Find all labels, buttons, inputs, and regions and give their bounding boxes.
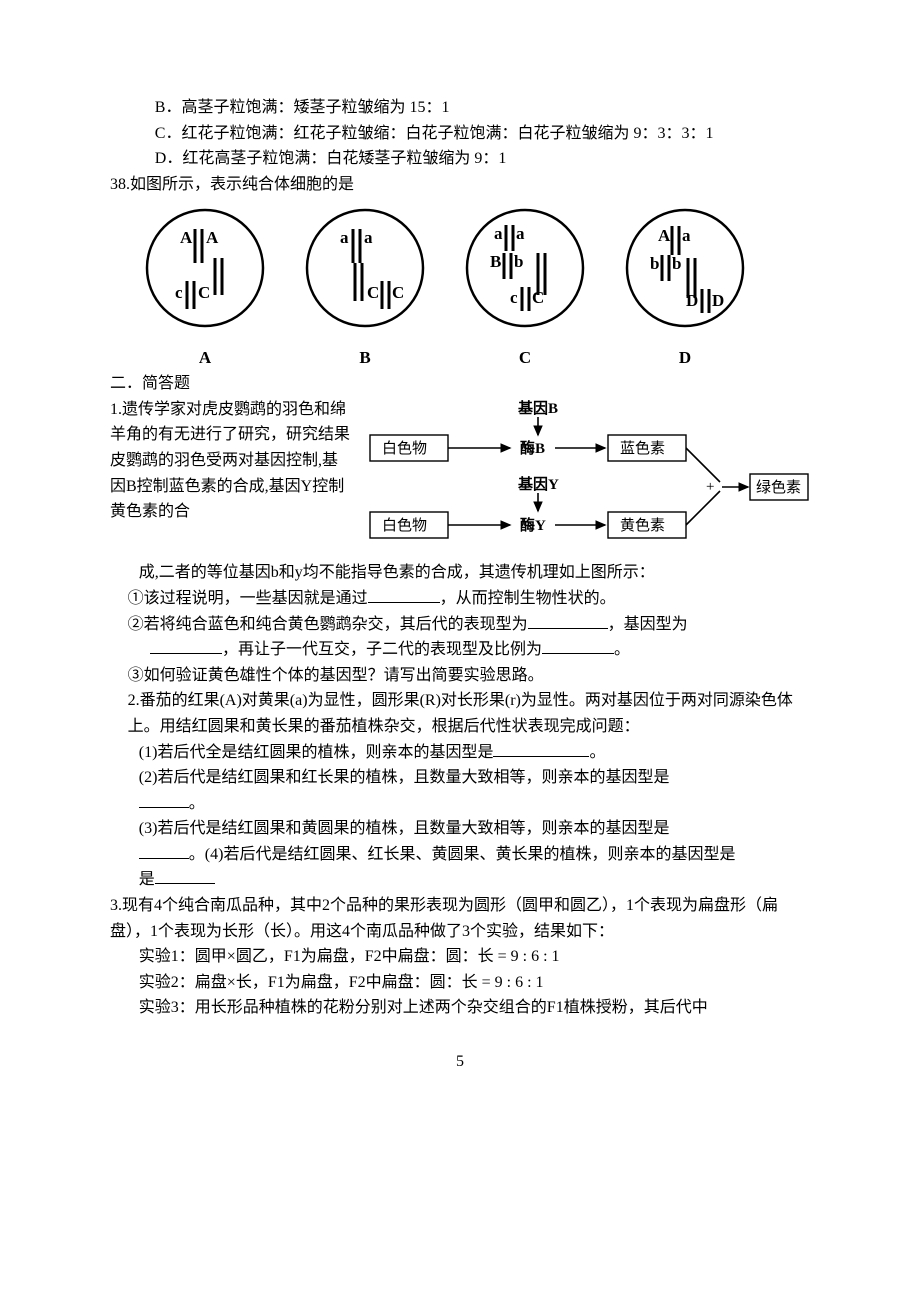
svg-text:基因Y: 基因Y xyxy=(517,475,559,493)
q1-sub3: ③如何验证黄色雄性个体的基因型？请写出简要实验思路。 xyxy=(110,663,810,689)
cell-B-svg: aa CC xyxy=(300,203,430,333)
cell-diagram-row: AA cC A aa CC B aa Bb cC C Aa bb xyxy=(110,197,810,371)
q1-sub2: ②若将纯合蓝色和纯合黄色鹦鹉杂交，其后代的表现型为，基因型为 xyxy=(110,612,810,638)
q1-flow-diagram: 基因B 白色物 酶B 蓝色素 基因Y 白色物 酶Y 黄色素 + 绿色素 xyxy=(360,397,810,561)
q2-p4b: 是 xyxy=(110,867,810,893)
svg-text:+: + xyxy=(706,479,714,495)
svg-text:a: a xyxy=(340,228,349,247)
svg-text:a: a xyxy=(516,224,525,243)
q1-sub2b: ，再让子一代互交，子二代的表现型及比例为。 xyxy=(110,637,810,663)
q2-p2b: 。 xyxy=(110,791,810,817)
cell-B: aa CC B xyxy=(300,203,430,371)
blank[interactable] xyxy=(493,741,589,756)
svg-text:D: D xyxy=(712,291,724,310)
q3-e3: 实验3：用长形品种植株的花粉分别对上述两个杂交组合的F1植株授粉，其后代中 xyxy=(110,995,810,1021)
cell-C-label: C xyxy=(460,344,590,371)
q3-e2: 实验2：扁盘×长，F1为扁盘，F2中扁盘：圆：长 = 9 : 6 : 1 xyxy=(110,970,810,996)
svg-text:酶Y: 酶Y xyxy=(520,516,546,534)
svg-text:A: A xyxy=(658,226,671,245)
svg-text:C: C xyxy=(532,288,544,307)
q2-p3: (3)若后代是结红圆果和黄圆果的植株，且数量大致相等，则亲本的基因型是 xyxy=(110,816,810,842)
cell-D-svg: Aa bb DD xyxy=(620,203,750,333)
cell-D-label: D xyxy=(620,344,750,371)
svg-text:a: a xyxy=(494,224,503,243)
q1-lead-left: 1.遗传学家对虎皮鹦鹉的羽色和绵羊角的有无进行了研究，研究结果皮鹦鹉的羽色受两对… xyxy=(110,397,350,525)
cell-A-label: A xyxy=(140,344,270,371)
svg-text:C: C xyxy=(198,283,210,302)
q3-e1: 实验1：圆甲×圆乙，F1为扁盘，F2中扁盘：圆：长 = 9 : 6 : 1 xyxy=(110,944,810,970)
svg-text:C: C xyxy=(367,283,379,302)
svg-text:白色物: 白色物 xyxy=(382,517,427,534)
cell-C: aa Bb cC C xyxy=(460,203,590,371)
q2-stem: 2.番茄的红果(A)对黄果(a)为显性，圆形果(R)对长形果(r)为显性。两对基… xyxy=(110,688,810,739)
page-number: 5 xyxy=(110,1049,810,1075)
q1-sub1: ①该过程说明，一些基因就是通过，从而控制生物性状的。 xyxy=(110,586,810,612)
option-37-C: C．红花子粒饱满：红花子粒皱缩：白花子粒饱满：白花子粒皱缩为 9：3：3：1 xyxy=(110,121,810,147)
q2-p3b: 。(4)若后代是结红圆果、红长果、黄圆果、黄长果的植株，则亲本的基因型是 xyxy=(110,842,810,868)
svg-text:A: A xyxy=(180,228,193,247)
svg-text:B: B xyxy=(490,252,501,271)
cell-C-svg: aa Bb cC xyxy=(460,203,590,333)
flow-geneB: 基因B xyxy=(517,399,558,417)
svg-text:D: D xyxy=(686,291,698,310)
svg-text:黄色素: 黄色素 xyxy=(620,517,665,534)
svg-text:b: b xyxy=(672,254,681,273)
svg-text:b: b xyxy=(650,254,659,273)
blank[interactable] xyxy=(542,639,614,654)
svg-text:b: b xyxy=(514,252,523,271)
q2-p2: (2)若后代是结红圆果和红长果的植株，且数量大致相等，则亲本的基因型是 xyxy=(110,765,810,791)
svg-text:白色物: 白色物 xyxy=(382,440,427,457)
blank[interactable] xyxy=(139,792,189,807)
q38-stem: 38.如图所示，表示纯合体细胞的是 xyxy=(110,172,810,198)
blank[interactable] xyxy=(139,843,189,858)
blank[interactable] xyxy=(150,639,222,654)
option-37-B: B．高茎子粒饱满：矮茎子粒皱缩为 15：1 xyxy=(110,95,810,121)
svg-text:a: a xyxy=(682,226,691,245)
cell-A-svg: AA cC xyxy=(140,203,270,333)
svg-text:c: c xyxy=(510,288,518,307)
blank[interactable] xyxy=(528,613,608,628)
blank[interactable] xyxy=(368,588,440,603)
cell-A: AA cC A xyxy=(140,203,270,371)
option-37-D: D．红花高茎子粒饱满：白花矮茎子粒皱缩为 9：1 xyxy=(110,146,810,172)
svg-text:酶B: 酶B xyxy=(520,439,545,457)
section-2-title: 二．简答题 xyxy=(110,371,810,397)
svg-text:c: c xyxy=(175,283,183,302)
svg-text:A: A xyxy=(206,228,219,247)
cell-B-label: B xyxy=(300,344,430,371)
svg-text:蓝色素: 蓝色素 xyxy=(620,440,665,457)
blank[interactable] xyxy=(155,869,215,884)
svg-text:C: C xyxy=(392,283,404,302)
q2-p1: (1)若后代全是结红圆果的植株，则亲本的基因型是。 xyxy=(110,740,810,766)
q3-stem: 3.现有4个纯合南瓜品种，其中2个品种的果形表现为圆形（圆甲和圆乙），1个表现为… xyxy=(110,893,810,944)
svg-text:绿色素: 绿色素 xyxy=(756,479,801,496)
cell-D: Aa bb DD D xyxy=(620,203,750,371)
q1-lead-bottom: 成,二者的等位基因b和y均不能指导色素的合成，其遗传机理如上图所示： xyxy=(110,560,810,586)
svg-text:a: a xyxy=(364,228,373,247)
